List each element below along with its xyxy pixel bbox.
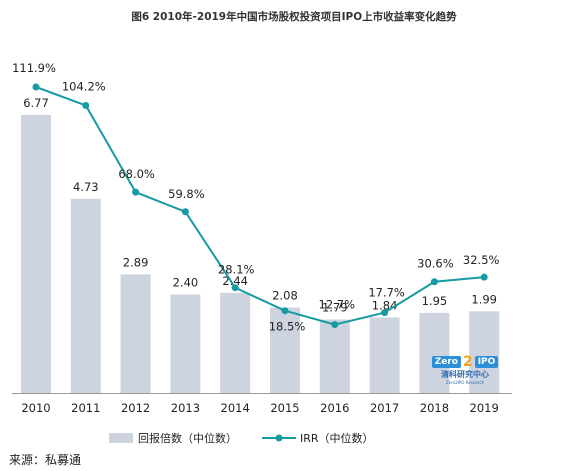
irr-point-2015 [281, 307, 289, 315]
tick-2013: 2013 [171, 401, 200, 415]
logo-ipo: IPO [474, 356, 499, 368]
irr-label-2019: 32.5% [463, 253, 500, 267]
bar-2013 [170, 294, 201, 393]
bar-label-2016: 1.79 [322, 300, 348, 314]
bar-2011 [70, 198, 101, 393]
irr-label-2011: 104.2% [62, 79, 106, 93]
chart-title: 图6 2010年-2019年中国市场股权投资项目IPO上市收益率变化趋势 [131, 11, 457, 23]
tick-2017: 2017 [370, 401, 399, 415]
bar-label-2015: 2.08 [272, 289, 298, 303]
logo-cn-text: 清科研究中心 [441, 370, 489, 379]
irr-line [35, 86, 485, 326]
irr-point-2012 [132, 188, 140, 196]
irr-label-2013: 59.8% [168, 187, 205, 201]
bar-2014 [220, 292, 251, 393]
logo-zero: Zero [431, 356, 461, 368]
bar-label-2010: 6.77 [23, 96, 49, 110]
bar-series [21, 115, 500, 393]
bar-2017 [369, 317, 400, 393]
irr-label-2015: 18.5% [269, 320, 306, 334]
irr-point-2017 [381, 309, 389, 317]
irr-label-2010: 111.9% [12, 61, 56, 75]
legend: 回报倍数（中位数） IRR（中位数） [109, 431, 374, 445]
bar-label-2012: 2.89 [123, 255, 149, 269]
tick-2014: 2014 [221, 401, 250, 415]
tick-2010: 2010 [21, 401, 50, 415]
tick-2011: 2011 [71, 401, 100, 415]
irr-label-2018: 30.6% [417, 257, 454, 271]
bar-label-2018: 1.95 [422, 294, 448, 308]
irr-label-2017: 17.7% [368, 286, 405, 300]
tick-2015: 2015 [270, 401, 299, 415]
legend-bar-swatch [109, 433, 133, 443]
irr-point-2019 [480, 273, 488, 281]
legend-line-marker [275, 434, 283, 442]
bar-label-2013: 2.40 [173, 275, 199, 289]
x-tick-labels: 2010 2011 2012 2013 2014 2015 2016 2017 2018 2019 [21, 401, 498, 415]
bar-label-2019: 1.99 [471, 292, 497, 306]
irr-labels: 111.9% 104.2% 68.0% 59.8% 28.1% 18.5% 12.7% 17.… [12, 61, 499, 334]
bar-2010 [21, 115, 51, 393]
irr-point-2016 [331, 321, 339, 329]
irr-point-2014 [231, 284, 239, 292]
irr-point-2011 [82, 101, 90, 109]
bar-2012 [120, 274, 151, 393]
tick-2016: 2016 [320, 401, 349, 415]
legend-line-label: IRR（中位数） [300, 431, 374, 445]
source-note: 来源：私募通 [9, 453, 82, 467]
irr-point-2018 [430, 278, 438, 286]
bar-2015 [270, 307, 300, 393]
tick-2012: 2012 [121, 401, 150, 415]
legend-bar-label: 回报倍数（中位数） [138, 431, 237, 445]
logo-two: 2 [462, 354, 473, 370]
irr-point-2013 [181, 208, 189, 216]
irr-label-2016: 12.7% [319, 298, 356, 312]
bar-label-2011: 4.73 [73, 180, 99, 194]
zero2ipo-logo: Zero 2 IPO 清科研究中心 Zero2IPO Research [431, 354, 499, 385]
irr-label-2012: 68.0% [118, 167, 155, 181]
bar-labels: 6.774.732.892.40 2.442.081.79 1.84 1.95 1.99 [23, 96, 497, 314]
irr-label-2014: 28.1% [218, 263, 255, 277]
irr-point-2010 [32, 83, 40, 91]
bar-2019 [469, 311, 500, 393]
tick-2018: 2018 [420, 401, 449, 415]
logo-en-text: Zero2IPO Research [445, 380, 485, 385]
bar-2016 [319, 319, 350, 393]
tick-2019: 2019 [470, 401, 499, 415]
bar-2018 [419, 312, 450, 393]
irr-line-series [32, 83, 488, 329]
